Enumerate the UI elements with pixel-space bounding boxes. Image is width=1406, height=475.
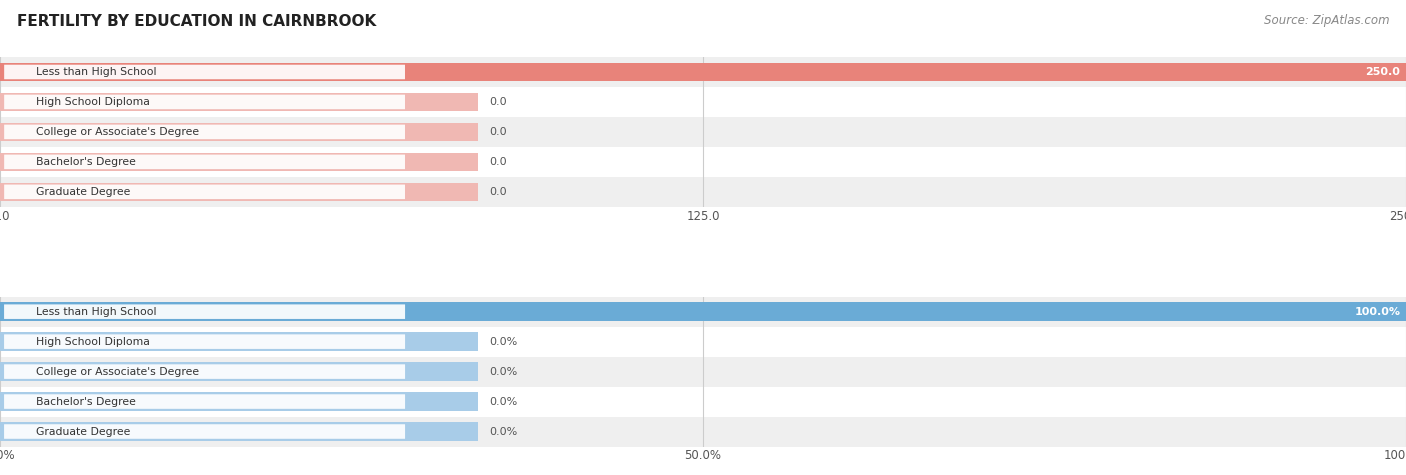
Text: Bachelor's Degree: Bachelor's Degree bbox=[37, 157, 136, 167]
FancyBboxPatch shape bbox=[4, 124, 405, 139]
Text: 0.0%: 0.0% bbox=[489, 427, 517, 437]
Text: 0.0: 0.0 bbox=[489, 187, 508, 197]
Text: College or Associate's Degree: College or Associate's Degree bbox=[37, 367, 200, 377]
Bar bbox=[0, 417, 1406, 446]
FancyBboxPatch shape bbox=[4, 304, 405, 319]
FancyBboxPatch shape bbox=[4, 95, 405, 109]
Bar bbox=[0, 332, 478, 351]
FancyBboxPatch shape bbox=[4, 364, 405, 379]
Bar bbox=[0, 63, 1406, 81]
Text: 100.0%: 100.0% bbox=[1354, 307, 1400, 317]
Bar bbox=[0, 147, 1406, 177]
Bar bbox=[0, 297, 1406, 327]
Bar bbox=[0, 387, 1406, 417]
Bar bbox=[0, 117, 1406, 147]
Bar bbox=[0, 327, 1406, 357]
Text: 0.0: 0.0 bbox=[489, 157, 508, 167]
FancyBboxPatch shape bbox=[4, 185, 405, 199]
Text: Graduate Degree: Graduate Degree bbox=[37, 187, 131, 197]
Bar bbox=[0, 357, 1406, 387]
Text: High School Diploma: High School Diploma bbox=[37, 97, 150, 107]
Text: 0.0: 0.0 bbox=[489, 97, 508, 107]
Bar bbox=[0, 87, 1406, 117]
Text: Source: ZipAtlas.com: Source: ZipAtlas.com bbox=[1264, 14, 1389, 27]
Bar bbox=[0, 123, 478, 141]
Text: Graduate Degree: Graduate Degree bbox=[37, 427, 131, 437]
Bar bbox=[0, 93, 478, 111]
Text: Less than High School: Less than High School bbox=[37, 307, 157, 317]
FancyBboxPatch shape bbox=[4, 424, 405, 439]
Bar bbox=[0, 392, 478, 411]
Bar bbox=[0, 152, 478, 171]
Text: College or Associate's Degree: College or Associate's Degree bbox=[37, 127, 200, 137]
Bar bbox=[0, 362, 478, 381]
Text: Bachelor's Degree: Bachelor's Degree bbox=[37, 397, 136, 407]
Text: 0.0%: 0.0% bbox=[489, 337, 517, 347]
Text: FERTILITY BY EDUCATION IN CAIRNBROOK: FERTILITY BY EDUCATION IN CAIRNBROOK bbox=[17, 14, 377, 29]
FancyBboxPatch shape bbox=[4, 394, 405, 409]
Bar bbox=[0, 57, 1406, 87]
Text: Less than High School: Less than High School bbox=[37, 67, 157, 77]
Text: 250.0: 250.0 bbox=[1365, 67, 1400, 77]
Text: High School Diploma: High School Diploma bbox=[37, 337, 150, 347]
FancyBboxPatch shape bbox=[4, 154, 405, 169]
Bar bbox=[0, 182, 478, 201]
Text: 0.0%: 0.0% bbox=[489, 367, 517, 377]
Bar bbox=[0, 422, 478, 441]
FancyBboxPatch shape bbox=[4, 334, 405, 349]
Bar bbox=[0, 177, 1406, 207]
Text: 0.0%: 0.0% bbox=[489, 397, 517, 407]
FancyBboxPatch shape bbox=[4, 65, 405, 79]
Text: 0.0: 0.0 bbox=[489, 127, 508, 137]
Bar bbox=[0, 303, 1406, 321]
